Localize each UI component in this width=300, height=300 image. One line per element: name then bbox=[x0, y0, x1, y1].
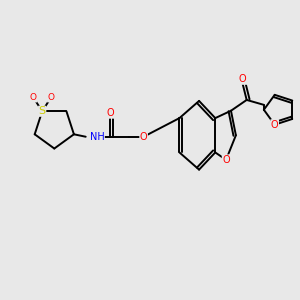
Text: O: O bbox=[47, 93, 55, 102]
Text: O: O bbox=[239, 74, 247, 84]
Text: O: O bbox=[222, 155, 230, 165]
Text: S: S bbox=[39, 106, 46, 116]
Text: O: O bbox=[140, 132, 147, 142]
Text: O: O bbox=[271, 120, 278, 130]
Text: O: O bbox=[30, 93, 37, 102]
Text: NH: NH bbox=[90, 132, 104, 142]
Text: O: O bbox=[106, 108, 114, 118]
